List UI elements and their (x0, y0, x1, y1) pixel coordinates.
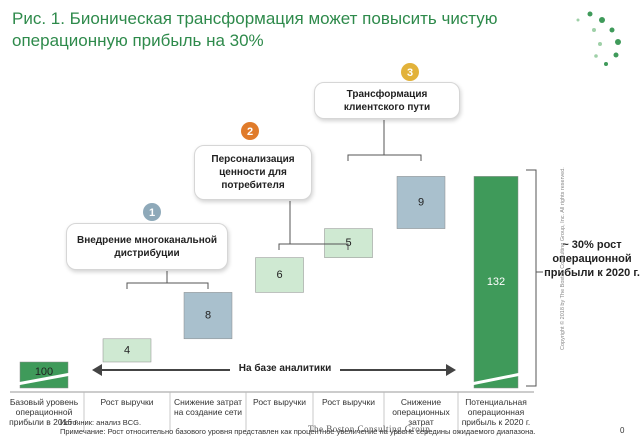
copyright: Copyright © 2018 by The Boston Consultin… (560, 167, 566, 350)
value-label: 8 (205, 310, 211, 322)
source: Источник: анализ BCG. (60, 418, 142, 427)
logo: The Boston Consulting Group (308, 424, 431, 434)
bar (102, 338, 152, 363)
bar (183, 292, 233, 340)
callout-markers: 1 2 3 (143, 63, 419, 221)
callout-number: 2 (247, 126, 253, 138)
logo-dot (576, 18, 580, 22)
logo-dot (598, 42, 602, 46)
logo-dot (587, 11, 593, 17)
callout-bracket (347, 120, 422, 161)
value-label: 5 (345, 237, 351, 249)
value-label: 9 (418, 196, 424, 208)
logo-dot (615, 39, 621, 45)
callout: Трансформация клиентского пути (314, 82, 460, 119)
callout-bracket (278, 201, 349, 250)
x-tick-label: Снижение затрат на создание сети (173, 397, 243, 417)
column-dividers (83, 392, 459, 432)
callout-marker (143, 203, 161, 221)
logo-dot (609, 27, 615, 33)
x-tick-label: Рост выручки (253, 397, 306, 407)
logo-dot (592, 28, 596, 32)
arrow-head (446, 364, 456, 376)
bar (255, 257, 304, 293)
title: Рис. 1. Бионическая трансформация может … (12, 9, 498, 50)
x-tick-label: Рост выручки (100, 397, 154, 407)
value-label: 100 (35, 366, 53, 378)
callout-marker (241, 122, 259, 140)
logo-dot (594, 54, 598, 58)
arrow-label: На базе аналитики (230, 363, 340, 374)
bar (396, 176, 446, 229)
total-bracket (526, 169, 543, 387)
callout: Внедрение многоканальной дистрибуции (66, 223, 228, 270)
callout-marker (401, 63, 419, 81)
page-number: 0 (620, 426, 625, 435)
value-label: 6 (276, 269, 282, 281)
value-label: 132 (487, 276, 505, 288)
arrow-head (92, 364, 102, 376)
bracket-label: ~ 30% рост операционной прибыли к 2020 г… (544, 239, 640, 279)
callout-number: 1 (149, 207, 155, 219)
x-tick-label: Снижение операционных затрат (392, 397, 450, 427)
bar (324, 228, 373, 258)
callout-bracket (126, 271, 209, 289)
brackets (126, 120, 543, 387)
callout-number: 3 (407, 67, 413, 79)
value-label: 4 (124, 344, 130, 356)
callout: Персонализация ценности для потребителя (194, 145, 312, 200)
x-tick-label: Потенциальная операционная прибыль к 202… (461, 397, 531, 427)
logo-dot (599, 17, 605, 23)
logo-dots (576, 11, 621, 66)
logo-dot (613, 52, 619, 58)
x-tick-label: Рост выручки (322, 397, 375, 407)
bar (473, 176, 519, 389)
x-tick-label: Базовый уровень операционной прибыли в 2… (9, 397, 79, 427)
axis-break (470, 372, 522, 386)
note: Примечание: Рост относительно базового у… (60, 427, 536, 436)
axis-break (16, 372, 72, 386)
logo-dot (604, 62, 608, 66)
